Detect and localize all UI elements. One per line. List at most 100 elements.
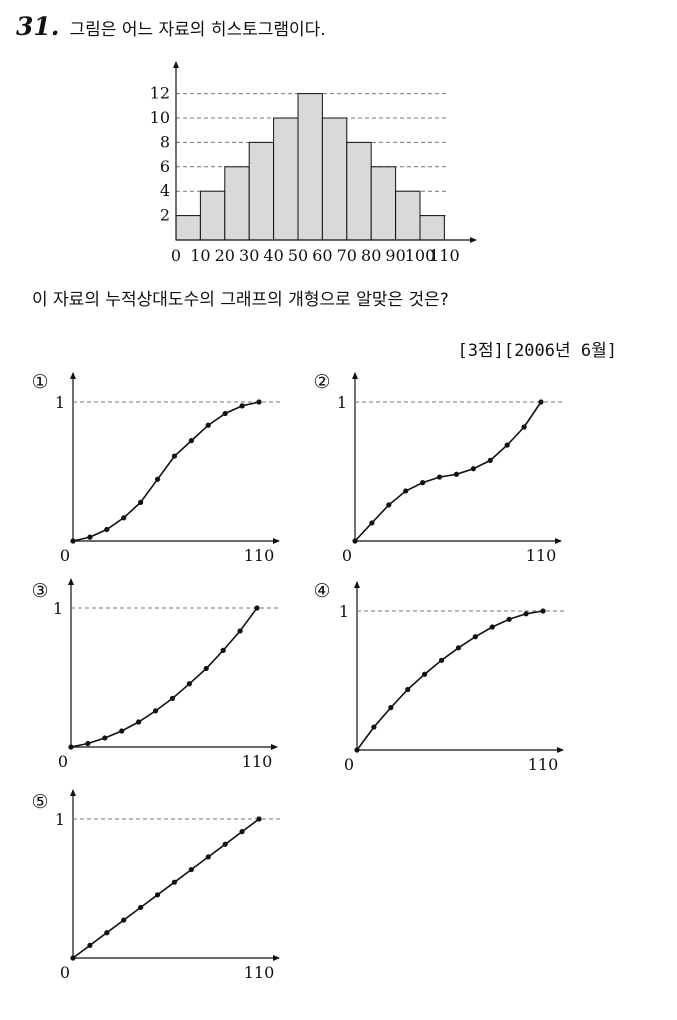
hist-y-tick-label: 12 — [150, 84, 170, 103]
hist-bar — [395, 190, 421, 241]
hist-x-tick-label: 90 — [385, 246, 405, 265]
option-y-tick-label: 1 — [337, 393, 347, 412]
option-y-tick-label: 1 — [55, 810, 65, 829]
option-point — [472, 634, 478, 640]
option-point — [489, 624, 495, 630]
option-point — [152, 708, 159, 714]
hist-bar — [297, 93, 323, 241]
question-source: [3점][2006년 6월] — [457, 341, 617, 361]
option-curve — [70, 607, 258, 748]
option-point — [403, 488, 409, 494]
option-point — [436, 474, 443, 480]
hist-y-tick-label: 4 — [160, 181, 170, 200]
option-point — [256, 816, 262, 822]
option-point — [171, 453, 178, 459]
hist-bar — [199, 190, 226, 241]
option-point — [104, 526, 110, 533]
option-point — [222, 410, 228, 417]
option-point — [239, 829, 245, 835]
option-point — [540, 608, 546, 614]
option-point — [121, 515, 127, 521]
option-point — [121, 917, 127, 923]
option-point — [420, 480, 426, 486]
hist-x-tick-label: 100 — [405, 246, 436, 265]
option-point — [504, 442, 510, 448]
option-curve — [72, 818, 260, 959]
question-text: 그림은 어느 자료의 히스토그램이다. — [69, 20, 326, 40]
option-point — [169, 695, 176, 701]
hist-x-tick-label: 40 — [263, 246, 283, 265]
option-x-tick-label: 0 — [344, 755, 354, 774]
option-x-tick-label: 110 — [242, 752, 273, 771]
option-point — [220, 647, 226, 653]
question-header: 31. 그림은 어느 자료의 히스토그램이다. — [16, 12, 326, 48]
hist-bar — [419, 215, 445, 241]
option-y-tick-label: 1 — [55, 393, 65, 412]
option-point — [205, 854, 211, 860]
option-point — [523, 611, 529, 617]
option-point — [521, 424, 527, 430]
option-point — [104, 930, 110, 936]
option-point — [138, 499, 144, 505]
option-label: ② — [313, 371, 330, 393]
hist-y-tick-label: 6 — [160, 157, 170, 176]
option-point — [154, 892, 161, 898]
option-point — [222, 841, 228, 847]
option-point — [154, 476, 161, 482]
option-label: ④ — [313, 580, 330, 602]
hist-y-tick-label: 10 — [150, 108, 170, 127]
option-y-tick-label: 1 — [53, 599, 63, 618]
option-point — [70, 538, 76, 544]
option-point — [136, 719, 142, 725]
option-point — [453, 471, 460, 477]
option-point — [422, 671, 428, 677]
option-point — [354, 747, 360, 753]
option-point — [205, 422, 211, 428]
option-point — [388, 705, 394, 711]
option-point — [371, 724, 377, 730]
hist-x-tick-label: 60 — [312, 246, 332, 265]
option-point — [171, 879, 178, 885]
option-point — [405, 686, 411, 693]
option-x-tick-label: 0 — [60, 963, 70, 982]
option-x-tick-label: 0 — [342, 546, 352, 565]
hist-bar — [175, 215, 201, 241]
option-point — [538, 399, 544, 405]
option-curve — [356, 610, 544, 751]
option-point — [85, 740, 91, 747]
option-point — [87, 942, 93, 948]
option-point — [506, 616, 512, 622]
option-label: ① — [31, 371, 48, 393]
option-x-tick-label: 110 — [526, 546, 557, 565]
option-point — [470, 466, 476, 472]
option-y-tick-label: 1 — [339, 602, 349, 621]
option-point — [119, 728, 125, 734]
option-point — [70, 955, 76, 961]
hist-x-tick-label: 20 — [215, 246, 235, 265]
option-curve — [354, 401, 542, 542]
option-x-tick-label: 0 — [58, 752, 68, 771]
option-point — [87, 534, 93, 540]
option-point — [237, 628, 243, 634]
option-point — [455, 645, 462, 651]
hist-bar — [370, 166, 397, 241]
option-curve — [72, 401, 260, 542]
option-label: ⑤ — [31, 791, 48, 813]
hist-y-tick-label: 8 — [160, 132, 170, 151]
question-prompt: 이 자료의 누적상대도수의 그래프의 개형으로 알맞은 것은? — [32, 290, 449, 310]
hist-bar — [273, 117, 299, 241]
hist-x-tick-label: 30 — [239, 246, 259, 265]
option-point — [68, 744, 74, 750]
hist-bar — [346, 141, 372, 241]
hist-x-tick-label: 0 — [171, 246, 181, 265]
option-x-tick-label: 110 — [528, 755, 559, 774]
question-number: 31. — [16, 12, 60, 41]
option-point — [256, 399, 262, 405]
option-point — [438, 657, 445, 663]
hist-bar — [321, 117, 348, 241]
option-point — [487, 457, 493, 463]
hist-x-tick-label: 10 — [190, 246, 210, 265]
option-point — [386, 502, 392, 508]
option-x-tick-label: 0 — [60, 546, 70, 565]
